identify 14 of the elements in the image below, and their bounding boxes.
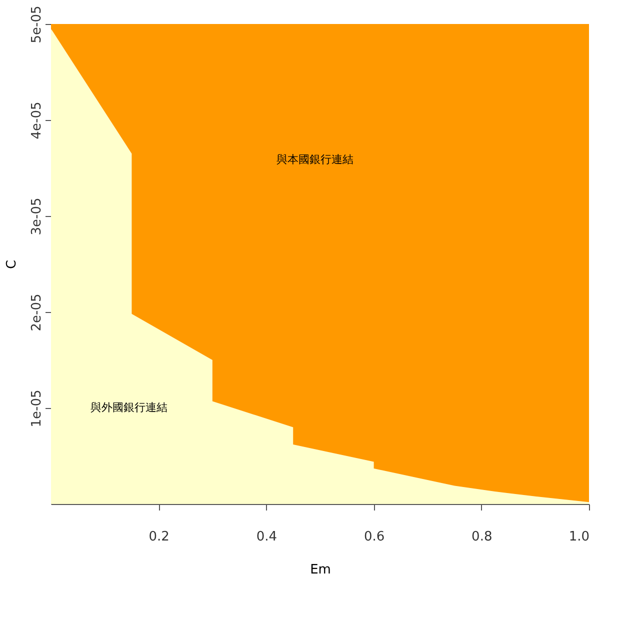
x-tick-label: 0.8 <box>472 530 492 544</box>
annotation: 與外國銀行連結 <box>90 401 168 414</box>
x-tick-label: 1.0 <box>568 530 590 544</box>
y-tick-label: 2e-05 <box>30 294 44 332</box>
x-tick-label: 0.6 <box>364 530 385 544</box>
x-axis-title: Em <box>310 562 331 578</box>
y-tick-label: 1e-05 <box>30 390 44 428</box>
x-tick-label: 0.4 <box>256 530 278 544</box>
annotation: 與本國銀行連結 <box>276 153 354 166</box>
y-axis-title: C <box>4 260 20 270</box>
y-tick-label: 3e-05 <box>30 198 44 236</box>
x-tick-label: 0.2 <box>148 530 170 544</box>
y-tick-label: 5e-05 <box>30 6 44 44</box>
y-tick-label: 4e-05 <box>30 102 44 140</box>
